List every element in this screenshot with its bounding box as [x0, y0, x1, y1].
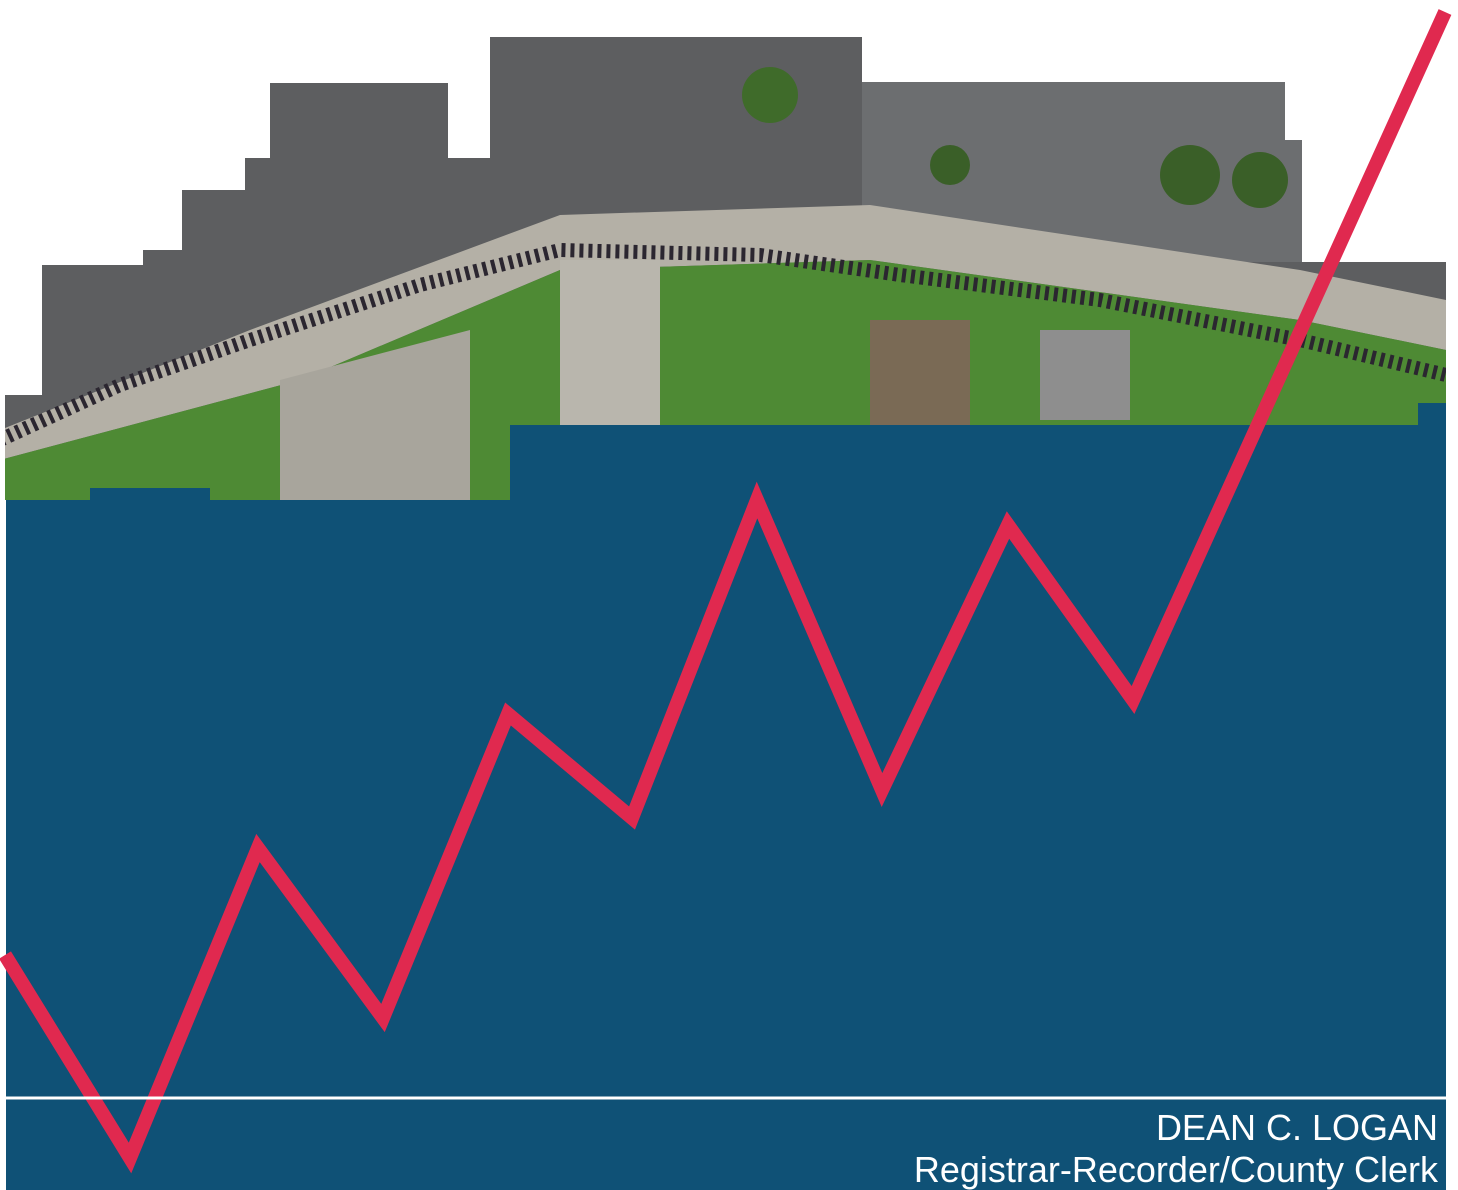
building [870, 320, 970, 430]
sidewalk [5, 205, 1446, 460]
stairs [1040, 330, 1130, 420]
author-name: DEAN C. LOGAN [1156, 1107, 1438, 1148]
tree [930, 145, 970, 185]
tree [742, 67, 798, 123]
tree [1232, 152, 1288, 208]
author-title: Registrar-Recorder/County Clerk [914, 1149, 1439, 1190]
blue-panel [6, 403, 1446, 1190]
tree [1160, 145, 1220, 205]
red-zigzag [0, 9, 1452, 1174]
plaza [280, 330, 470, 500]
aerial-photo [5, 37, 1446, 500]
queue [5, 242, 1446, 447]
walkway [560, 260, 660, 430]
